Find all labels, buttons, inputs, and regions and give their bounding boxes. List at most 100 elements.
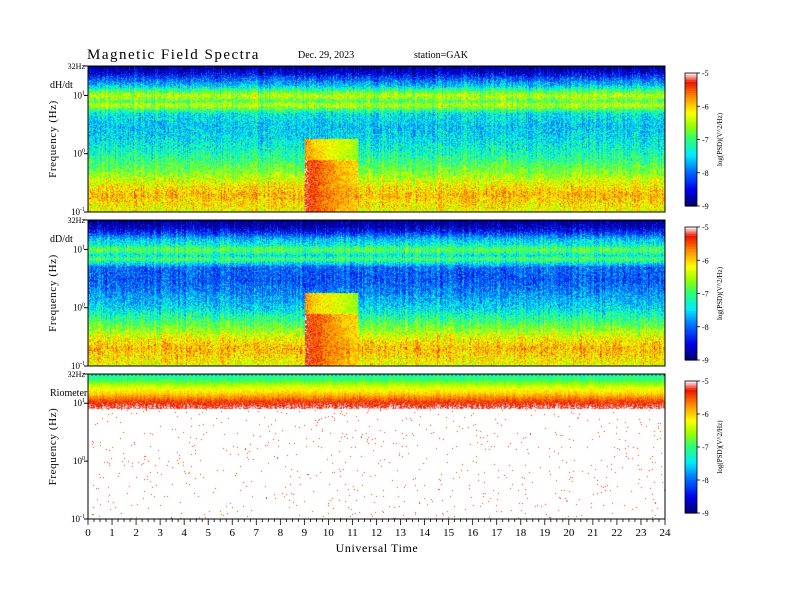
colorbar-segment xyxy=(685,396,697,400)
colorbar-tick-label: -9 xyxy=(702,509,709,518)
colorbar-segment xyxy=(685,108,697,112)
colorbar-segment xyxy=(685,302,697,306)
x-axis: 0 1 2 3 4 5 6 7 8 9 10 11 12 13 14 15 16 17 18 19 20 21 22 23 24 xyxy=(85,519,671,539)
colorbar-segment xyxy=(685,253,697,257)
colorbar-segment xyxy=(685,480,697,483)
colorbar-segment xyxy=(685,335,697,339)
x-tick-label: 14 xyxy=(419,527,431,539)
colorbar-segment xyxy=(685,418,697,422)
colorbar-segment xyxy=(685,148,697,152)
colorbar-segment xyxy=(685,95,697,98)
colorbar-segment xyxy=(685,238,697,241)
colorbar-segment xyxy=(685,155,697,158)
spectrogram-image xyxy=(88,220,665,366)
colorbar-segment xyxy=(685,197,697,200)
colorbar-segment xyxy=(685,357,697,361)
colorbar-segment xyxy=(685,186,697,189)
colorbar-segment xyxy=(685,249,697,252)
x-tick-label: 23 xyxy=(635,527,647,539)
y-tick-label: 32Hz xyxy=(68,62,86,71)
colorbar-segment xyxy=(685,242,697,246)
colorbar-segment xyxy=(685,168,697,172)
colorbar-segment xyxy=(685,414,697,417)
colorbar-segment xyxy=(685,324,697,328)
colorbar-segment xyxy=(685,493,697,496)
colorbar-segment xyxy=(685,258,697,261)
colorbar-segment xyxy=(685,73,697,76)
colorbar-segment xyxy=(685,333,697,337)
colorbar-segment xyxy=(685,183,697,187)
colorbar-tick-label: -9 xyxy=(702,202,709,211)
colorbar-segment xyxy=(685,300,697,303)
colorbar-segment xyxy=(685,477,697,481)
colorbar-segment xyxy=(685,475,697,479)
x-tick-label: 16 xyxy=(467,527,479,539)
colorbar-segment xyxy=(685,277,697,281)
colorbar-segment xyxy=(685,141,697,145)
x-tick-label: 24 xyxy=(660,527,672,539)
colorbar-tick-label: -7 xyxy=(702,443,709,452)
x-tick-label: 18 xyxy=(515,527,527,539)
colorbar-segment xyxy=(685,491,697,494)
colorbar-segment xyxy=(685,344,697,348)
colorbar-segment xyxy=(685,331,697,334)
date-label: Dec. 29, 2023 xyxy=(298,50,354,61)
colorbar-segment xyxy=(685,90,697,94)
colorbar-segment xyxy=(685,291,697,295)
colorbar-segment xyxy=(685,101,697,105)
colorbar-segment xyxy=(685,273,697,277)
figure-title: Magnetic Field Spectra xyxy=(87,47,260,63)
panel-frame xyxy=(87,219,666,367)
colorbar-segment xyxy=(685,355,697,359)
colorbar-segment xyxy=(685,440,697,444)
x-tick-label: 21 xyxy=(587,527,598,539)
colorbar-segment xyxy=(685,110,697,114)
colorbar-segment xyxy=(685,284,697,288)
colorbar-segment xyxy=(685,260,697,264)
colorbar-segment xyxy=(685,246,697,250)
colorbar-segment xyxy=(685,499,697,503)
colorbar-segment xyxy=(685,203,697,207)
colorbar-segment xyxy=(685,262,697,266)
colorbar-segment xyxy=(685,315,697,319)
colorbar-segment xyxy=(685,179,697,183)
colorbar-segment xyxy=(685,381,697,384)
colorbar: -5 -6 -7 -8 -9 log(PSD)(V^2/Hz) xyxy=(684,69,724,211)
colorbar-segment xyxy=(685,297,697,301)
colorbar-segment xyxy=(685,275,697,279)
colorbar-segment xyxy=(685,119,697,123)
colorbar-segment xyxy=(685,170,697,174)
colorbar-segment xyxy=(685,403,697,406)
colorbar-segment xyxy=(685,383,697,386)
panel-label: dH/dt xyxy=(50,80,73,91)
x-tick-label: 8 xyxy=(278,527,284,539)
colorbar-tick-label: -7 xyxy=(702,290,709,299)
panel-frame xyxy=(87,65,666,213)
colorbar-segment xyxy=(685,473,697,477)
colorbar-segment xyxy=(685,264,697,268)
colorbar-segment xyxy=(685,146,697,149)
colorbar-segment xyxy=(685,104,697,107)
colorbar-segment xyxy=(685,97,697,101)
colorbar-segment xyxy=(685,405,697,408)
colorbar-segment xyxy=(685,407,697,411)
x-tick-label: 13 xyxy=(395,527,407,539)
colorbar-segment xyxy=(685,353,697,357)
colorbar-segment xyxy=(685,152,697,156)
colorbar-segment xyxy=(685,342,697,346)
colorbar-segment xyxy=(685,422,697,426)
x-tick-label: 11 xyxy=(347,527,358,539)
colorbar-segment xyxy=(685,201,697,205)
colorbar-segment xyxy=(685,464,697,468)
colorbar-segment xyxy=(685,117,697,121)
colorbar-segment xyxy=(685,451,697,455)
colorbar-segment xyxy=(685,304,697,308)
colorbar-segment xyxy=(685,420,697,424)
colorbar-segment xyxy=(685,436,697,439)
colorbar-segment xyxy=(685,462,697,466)
colorbar-segment xyxy=(685,132,697,136)
colorbar-segment xyxy=(685,471,697,474)
y-tick-label: 101 xyxy=(73,90,85,100)
x-tick-label: 20 xyxy=(563,527,575,539)
